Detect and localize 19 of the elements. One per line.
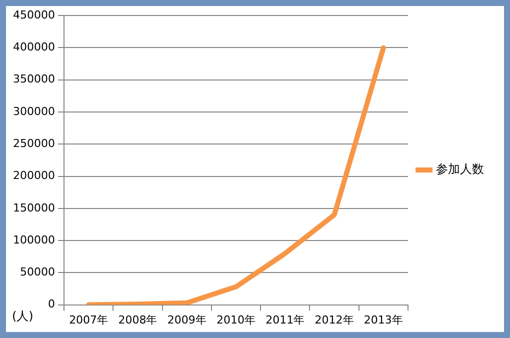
y-tick-label: 200000	[12, 169, 55, 182]
y-tick-label: 250000	[12, 136, 55, 150]
legend-label: 参加人数	[436, 162, 484, 176]
y-tick-label: 50000	[20, 266, 55, 279]
y-tick-label: 400000	[12, 40, 55, 54]
x-tick-label: 2011年	[266, 313, 305, 326]
x-tick-label: 2007年	[69, 313, 108, 326]
y-tick-label: 300000	[12, 104, 55, 118]
x-tick-label: 2009年	[167, 313, 206, 326]
y-tick-label: 150000	[12, 201, 55, 214]
x-tick-label: 2012年	[314, 313, 354, 326]
y-tick-label: 350000	[12, 72, 55, 86]
x-tick-label: 2013年	[364, 313, 403, 326]
y-tick-label: 0	[48, 298, 55, 311]
x-tick-label: 2010年	[216, 313, 256, 326]
x-tick-label: 2008年	[118, 313, 158, 326]
text: (人)	[12, 308, 34, 323]
y-tick-label: 100000	[12, 233, 55, 246]
y-tick-label: 450000	[12, 8, 55, 22]
